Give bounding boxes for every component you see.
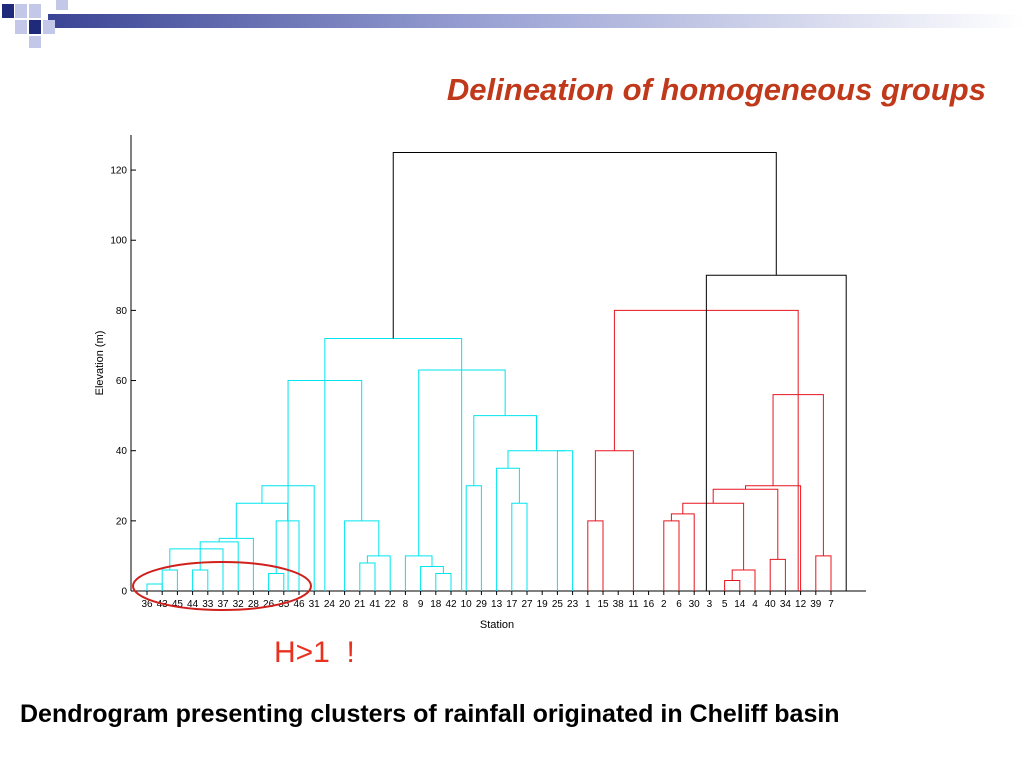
dendrogram-link [218,537,254,591]
leaf-label: 35 [278,599,290,610]
leaf-label: 18 [430,599,442,610]
dendrogram-link [663,520,680,591]
dendrogram-link [359,562,376,591]
leaf-label: 24 [324,599,336,610]
leaf-label: 14 [734,599,746,610]
dendrogram-link [507,450,565,469]
leaf-label: 4 [752,599,758,610]
leaf-label: 31 [309,599,321,610]
leaf-label: 39 [810,599,822,610]
leaf-label: 11 [628,599,639,610]
leaf-label: 3 [707,599,713,610]
leaf-label: 38 [613,599,625,610]
leaf-label: 45 [172,599,184,610]
leaf-label: 25 [552,599,564,610]
dendrogram-link [496,467,520,591]
corner-decoration [2,0,1024,48]
annotation-label: H>1 ! [274,636,355,669]
dendrogram-link [404,555,433,591]
figure-caption: Dendrogram presenting clusters of rainfa… [20,700,840,728]
leaf-label: 29 [476,599,488,610]
y-tick-label: 40 [116,446,128,457]
leaf-label: 41 [369,599,381,610]
leaf-label: 12 [795,599,807,610]
dendrogram-link [670,513,695,591]
dendrogram-link [392,152,777,339]
leaf-label: 17 [506,599,518,610]
dendrogram-link [712,488,779,560]
slide-title: Delineation of homogeneous groups [446,72,986,107]
dendrogram-link [682,502,745,570]
leaf-label: 40 [765,599,777,610]
dendrogram-link [705,274,847,591]
dendrogram-link [324,337,463,591]
dendrogram-link [169,548,224,591]
leaf-label: 22 [385,599,397,610]
dendrogram-link [268,572,285,591]
dendrogram-link [745,485,802,591]
y-tick-label: 60 [116,376,128,387]
dendrogram-link [435,572,452,591]
leaf-label: 37 [217,599,229,610]
leaf-label: 34 [780,599,792,610]
y-tick-label: 20 [116,516,128,527]
leaf-label: 21 [354,599,366,610]
leaf-label: 2 [661,599,667,610]
x-axis-label: Station [480,619,514,631]
leaf-label: 33 [202,599,214,610]
leaf-label: 5 [722,599,728,610]
leaf-label: 44 [187,599,199,610]
leaf-label: 16 [643,599,655,610]
leaf-label: 20 [339,599,351,610]
leaf-label: 8 [403,599,409,610]
leaf-label: 36 [141,599,153,610]
leaf-label: 13 [491,599,503,610]
y-axis-label: Elevation (m) [94,331,106,396]
dendrogram-link [465,485,482,591]
leaf-label: 28 [248,599,260,610]
dendrogram-link [769,558,786,591]
dendrogram-link [146,583,163,591]
y-tick-label: 80 [116,306,128,317]
dendrogram-link [724,579,741,591]
dendrogram-link [420,565,444,591]
dendrogram-link [161,569,178,591]
leaf-label: 6 [676,599,682,610]
leaf-label: 32 [233,599,245,610]
dendrogram-link [556,450,574,591]
dendrogram-link [587,520,604,591]
dendrogram-link [731,569,756,591]
y-tick-label: 0 [121,587,127,598]
leaf-label: 10 [461,599,473,610]
leaf-label: 9 [418,599,424,610]
dendrogram-link [192,569,209,591]
leaf-label: 30 [689,599,701,610]
dendrogram-link [815,555,832,591]
highlight-ellipse [132,561,312,611]
y-tick-label: 120 [110,166,127,177]
leaf-label: 46 [293,599,305,610]
leaf-label: 7 [828,599,834,610]
y-tick-label: 100 [110,236,127,247]
leaf-label: 26 [263,599,275,610]
leaf-label: 1 [585,599,591,610]
leaf-label: 23 [567,599,579,610]
leaf-label: 15 [597,599,609,610]
dendrogram-link [511,502,528,591]
leaf-label: 19 [537,599,549,610]
leaf-label: 42 [445,599,457,610]
leaf-label: 27 [521,599,533,610]
dendrogram-link [366,555,391,591]
